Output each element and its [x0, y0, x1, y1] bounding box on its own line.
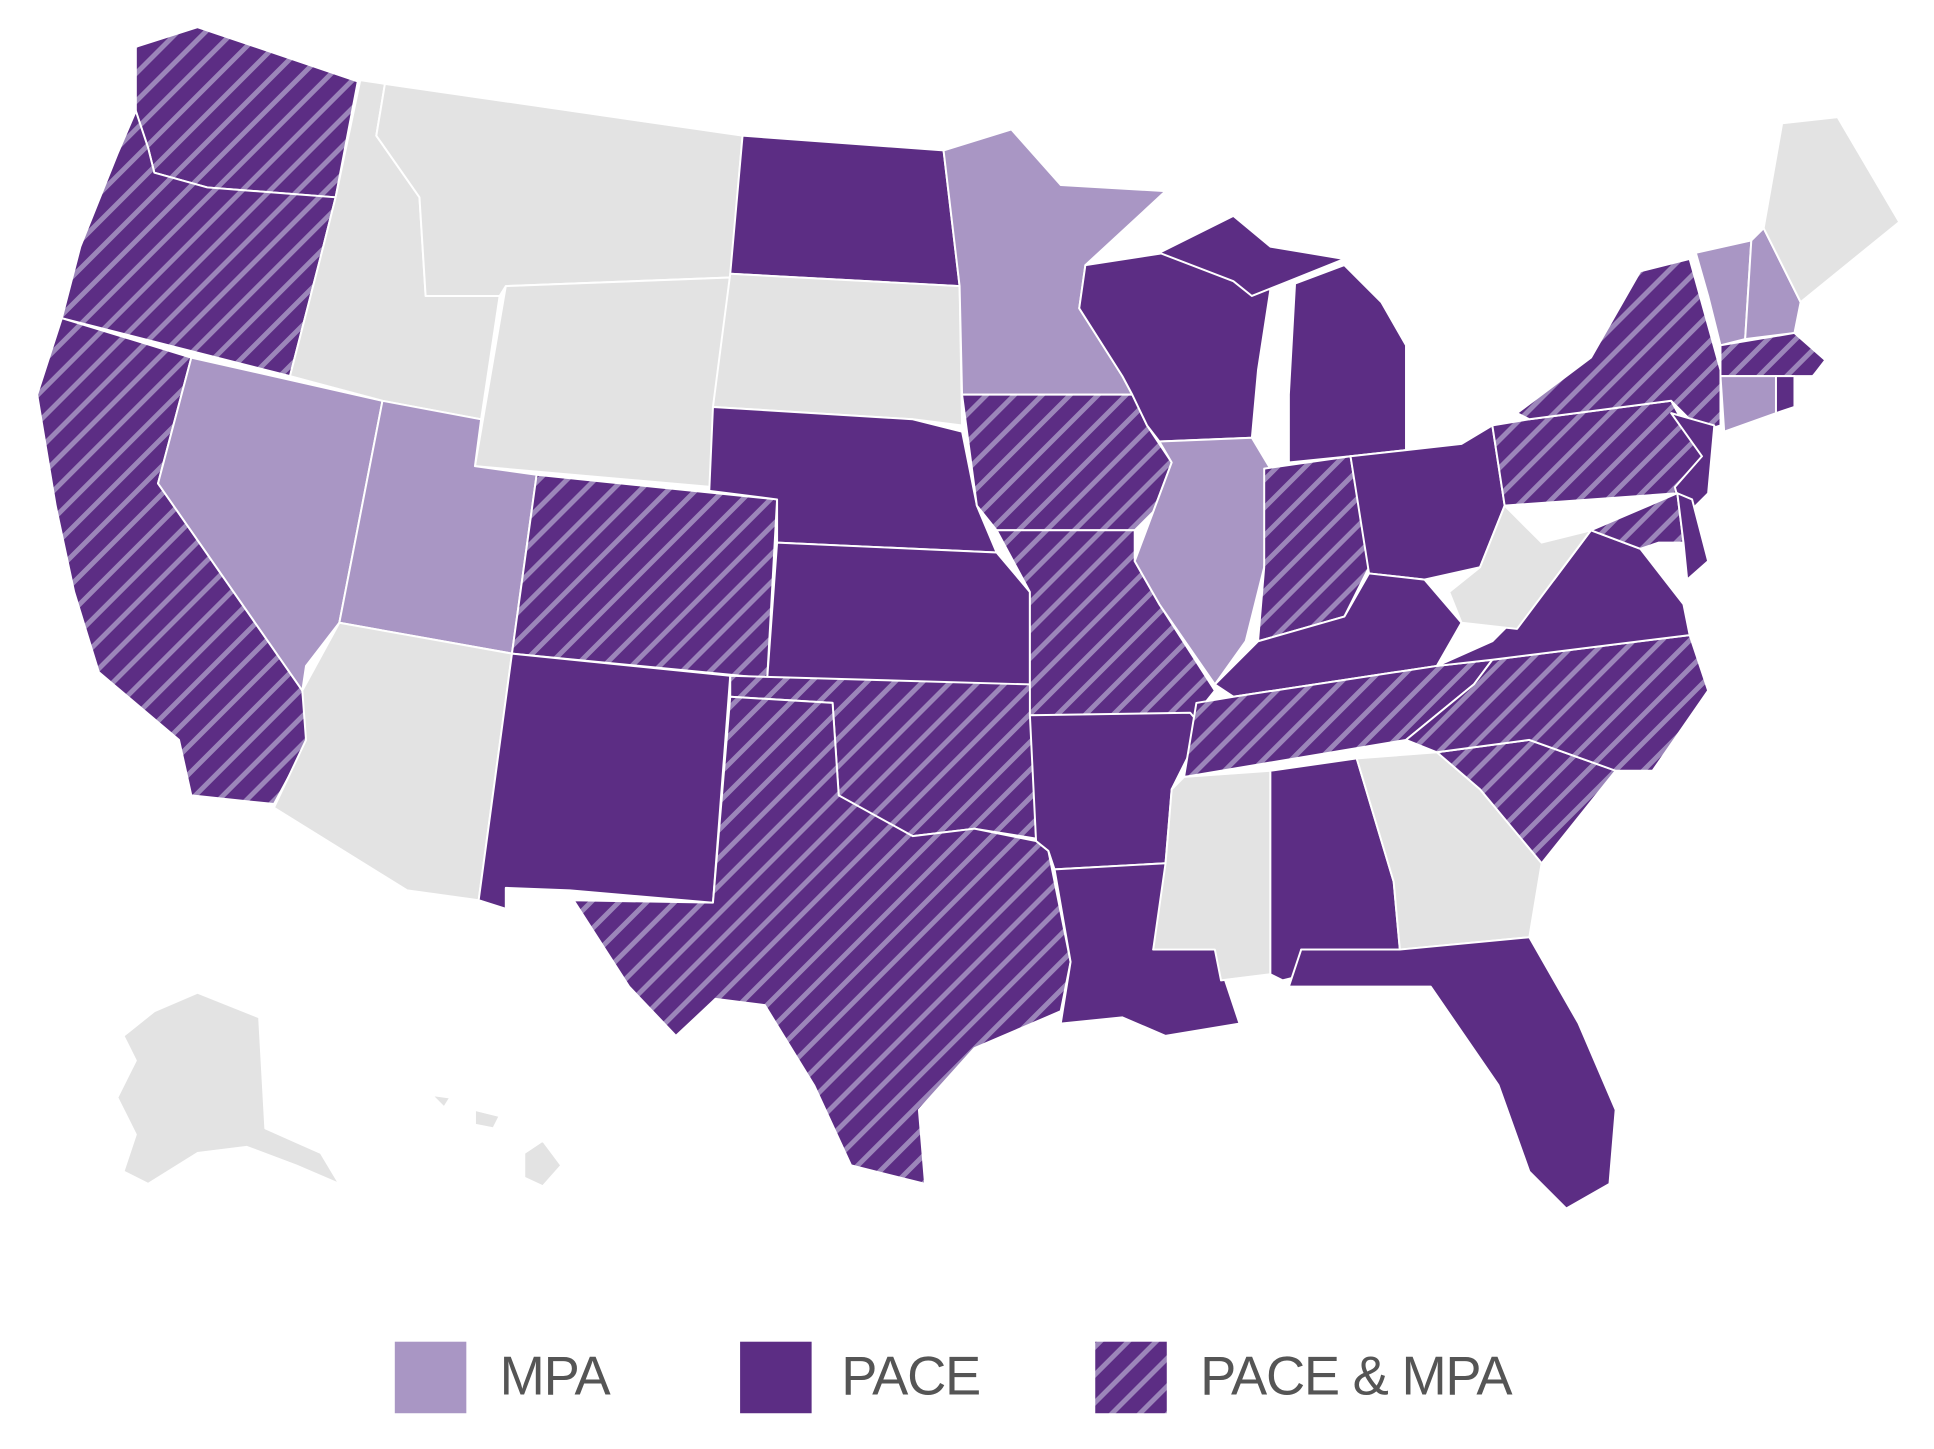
state — [1744, 227, 1802, 341]
state — [1152, 769, 1272, 982]
state — [510, 473, 779, 680]
legend-label: PACE & MPA — [1200, 1346, 1513, 1406]
states — [36, 26, 1901, 1210]
state — [1774, 375, 1796, 415]
legend: MPA PACE PACE & MPA — [394, 1341, 1515, 1414]
state — [1676, 492, 1710, 581]
state — [1719, 375, 1777, 433]
state — [1287, 264, 1408, 464]
state — [430, 1094, 452, 1109]
legend-swatch — [394, 1341, 467, 1414]
state — [1694, 239, 1753, 347]
legend-swatch — [740, 1341, 812, 1414]
state — [1448, 504, 1592, 630]
state — [477, 652, 732, 910]
state — [711, 272, 964, 427]
state — [1590, 492, 1685, 550]
state — [995, 529, 1216, 723]
state — [572, 695, 1072, 1185]
state — [473, 276, 732, 489]
state — [1762, 116, 1901, 304]
state — [1516, 257, 1722, 433]
state — [116, 991, 341, 1185]
legend-label: PACE — [841, 1346, 980, 1406]
state — [375, 82, 744, 297]
state — [1158, 214, 1346, 297]
legend-label: MPA — [500, 1346, 612, 1406]
state — [272, 621, 513, 902]
state — [961, 393, 1173, 532]
state — [1719, 331, 1827, 378]
state — [1287, 936, 1617, 1210]
state — [134, 26, 359, 199]
state — [473, 1108, 501, 1130]
state — [1405, 634, 1710, 772]
state — [729, 134, 961, 288]
legend-swatch — [1095, 1341, 1167, 1414]
state — [766, 541, 1031, 692]
state — [523, 1139, 563, 1188]
